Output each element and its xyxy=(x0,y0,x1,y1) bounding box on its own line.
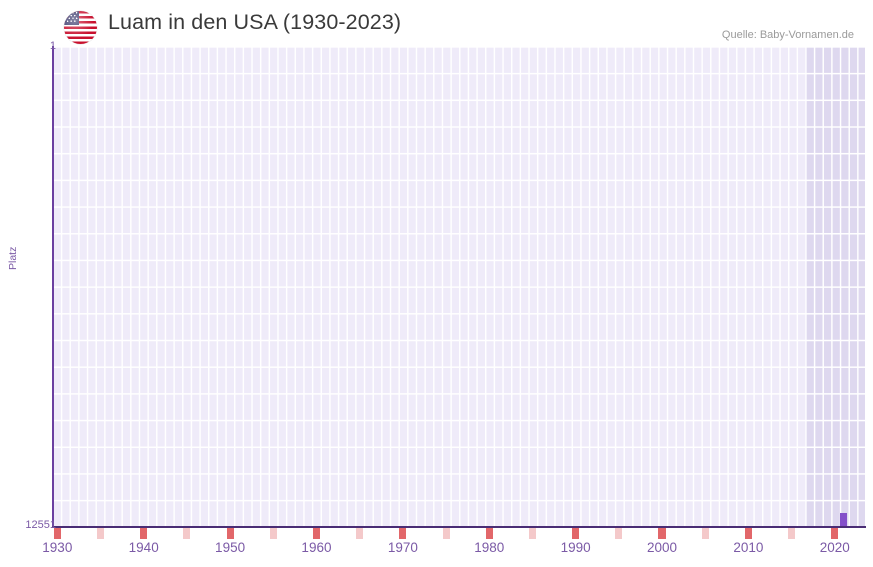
x-axis-tick-major xyxy=(312,528,320,539)
x-axis-tick-major xyxy=(399,528,407,539)
x-axis-tick-major xyxy=(140,528,148,539)
x-axis-ticks xyxy=(53,528,865,539)
grid xyxy=(53,47,865,527)
y-axis-line xyxy=(52,46,54,528)
x-axis-line xyxy=(52,526,866,528)
x-axis-tick-major xyxy=(572,528,580,539)
x-axis-tick-major xyxy=(744,528,752,539)
x-axis-tick-minor xyxy=(701,528,709,539)
x-axis-tick-minor xyxy=(528,528,536,539)
x-axis-tick-minor xyxy=(356,528,364,539)
x-axis-label: 1930 xyxy=(42,540,73,555)
x-axis-label: 1950 xyxy=(215,540,246,555)
chart-header: Luam in den USA (1930-2023) Quelle: Baby… xyxy=(0,0,873,44)
x-axis-label: 1960 xyxy=(301,540,332,555)
x-axis-label: 2020 xyxy=(819,540,850,555)
projected-band xyxy=(806,47,865,527)
x-axis-label: 2000 xyxy=(646,540,678,555)
x-axis-label: 1940 xyxy=(128,540,159,555)
x-axis-tick-major xyxy=(658,528,666,539)
x-axis-label: 2010 xyxy=(733,540,764,555)
bar[interactable] xyxy=(839,512,847,527)
chart-source-credit: Quelle: Baby-Vornamen.de xyxy=(721,29,854,41)
x-axis-tick-minor xyxy=(615,528,623,539)
x-axis-label: 1980 xyxy=(474,540,505,555)
y-axis-tick-top: 1 xyxy=(49,40,56,52)
x-axis-tick-major xyxy=(831,528,839,539)
x-axis-tick-major xyxy=(226,528,234,539)
x-axis-tick-minor xyxy=(788,528,796,539)
x-axis-label: 1990 xyxy=(560,540,591,555)
x-axis-labels: 1930 1940 1950 1960 1970 1980 1990 2000 2010 2020 xyxy=(0,540,873,562)
x-axis-tick-minor xyxy=(183,528,191,539)
y-axis-tick-bottom: 12551 xyxy=(25,519,56,531)
x-axis-label: 1970 xyxy=(387,540,418,555)
plot-area xyxy=(53,47,865,527)
us-flag-icon xyxy=(64,11,97,44)
flag-gloss xyxy=(64,11,97,44)
x-axis-tick-minor xyxy=(269,528,277,539)
x-axis-tick-minor xyxy=(442,528,450,539)
x-axis-tick-major xyxy=(53,528,61,539)
x-axis-tick-minor xyxy=(96,528,105,539)
flag-stars xyxy=(64,11,79,25)
page-title: Luam in den USA (1930-2023) xyxy=(108,10,402,34)
bars-layer xyxy=(53,47,865,527)
y-axis-title: Platz xyxy=(7,246,19,270)
x-axis-tick-major xyxy=(485,528,493,539)
